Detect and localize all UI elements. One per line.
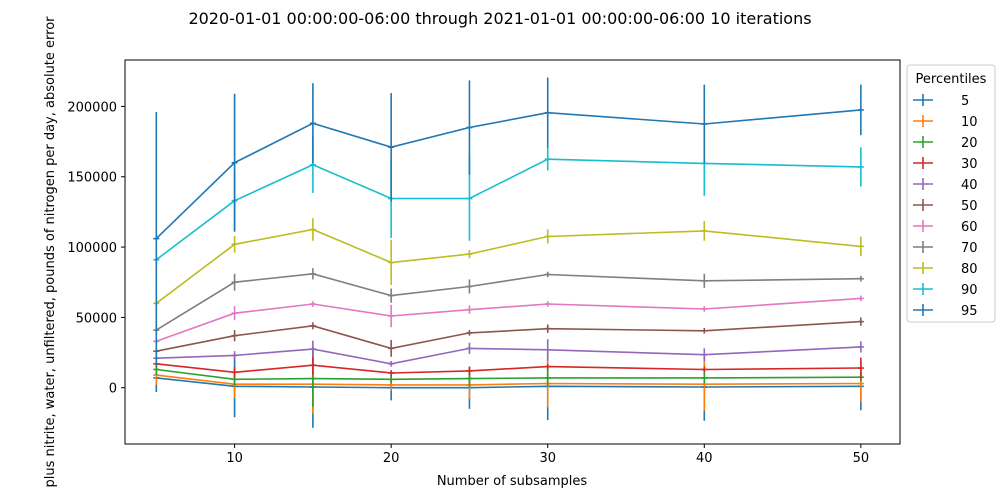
series-50: [153, 317, 864, 357]
legend-label: 40: [961, 178, 978, 193]
legend: Percentiles 5 10 20 30 40 50 60 70 80 90 95: [906, 64, 996, 323]
series-30: [153, 355, 864, 379]
legend-item-95: 95: [913, 304, 978, 319]
series-line-30: [156, 363, 861, 374]
series-5: [153, 346, 864, 428]
series-line-60: [156, 297, 861, 343]
y-tick-label: 0: [109, 382, 117, 397]
series-line-90: [155, 158, 861, 261]
plot-area: [153, 77, 864, 428]
series-95: [153, 77, 864, 366]
x-tick-label: 30: [539, 451, 556, 466]
legend-item-5: 5: [913, 94, 969, 109]
legend-items: 5 10 20 30 40 50 60 70 80 90 95: [913, 94, 978, 319]
series-10: [153, 354, 864, 414]
legend-label: 70: [961, 241, 978, 256]
x-tick-label: 10: [226, 451, 243, 466]
series-line-95: [155, 109, 861, 240]
plot-frame: [124, 59, 901, 445]
legend-item-80: 80: [913, 262, 978, 277]
legend-label: 60: [961, 220, 978, 235]
series-line-70: [155, 272, 861, 331]
series-40: [153, 339, 864, 367]
x-axis-label: Number of subsamples: [437, 474, 588, 489]
legend-label: 10: [961, 115, 978, 130]
axis-ticks: 10 20 30 40 50 0 50000 100000 150000 200000: [67, 100, 869, 466]
legend-label: 50: [961, 199, 978, 214]
legend-item-60: 60: [913, 220, 978, 235]
legend-label: 30: [961, 157, 978, 172]
y-tick-label: 150000: [67, 171, 117, 186]
series-line-5: [156, 377, 861, 389]
legend-item-70: 70: [913, 241, 978, 256]
y-tick-label: 200000: [67, 100, 117, 115]
legend-item-30: 30: [913, 157, 978, 172]
series-line-20: [156, 368, 861, 381]
x-tick-label: 20: [383, 451, 400, 466]
legend-label: 5: [961, 94, 969, 109]
y-axis-label: plus nitrite, water, unfiltered, pounds …: [43, 16, 58, 488]
legend-item-40: 40: [913, 178, 978, 193]
series-line-50: [156, 320, 861, 352]
series-60: [153, 295, 864, 345]
series-80: [153, 218, 864, 308]
legend-item-90: 90: [913, 283, 978, 298]
x-tick-label: 50: [853, 451, 870, 466]
legend-label: 80: [961, 262, 978, 277]
series-line-80: [155, 228, 861, 304]
legend-label: 90: [961, 283, 978, 298]
legend-box: [906, 64, 996, 323]
legend-item-50: 50: [913, 199, 978, 214]
series-line-10: [156, 374, 861, 386]
series-line-40: [156, 346, 861, 365]
legend-title: Percentiles: [916, 72, 987, 87]
legend-item-10: 10: [913, 115, 978, 130]
y-tick-label: 50000: [76, 311, 117, 326]
y-tick-label: 100000: [67, 241, 117, 256]
series-70: [153, 268, 864, 333]
legend-item-20: 20: [913, 136, 978, 151]
series-20: [153, 350, 864, 407]
chart-title: 2020-01-01 00:00:00-06:00 through 2021-0…: [188, 9, 811, 28]
x-tick-label: 40: [696, 451, 713, 466]
legend-label: 95: [961, 304, 978, 319]
legend-label: 20: [961, 136, 978, 151]
